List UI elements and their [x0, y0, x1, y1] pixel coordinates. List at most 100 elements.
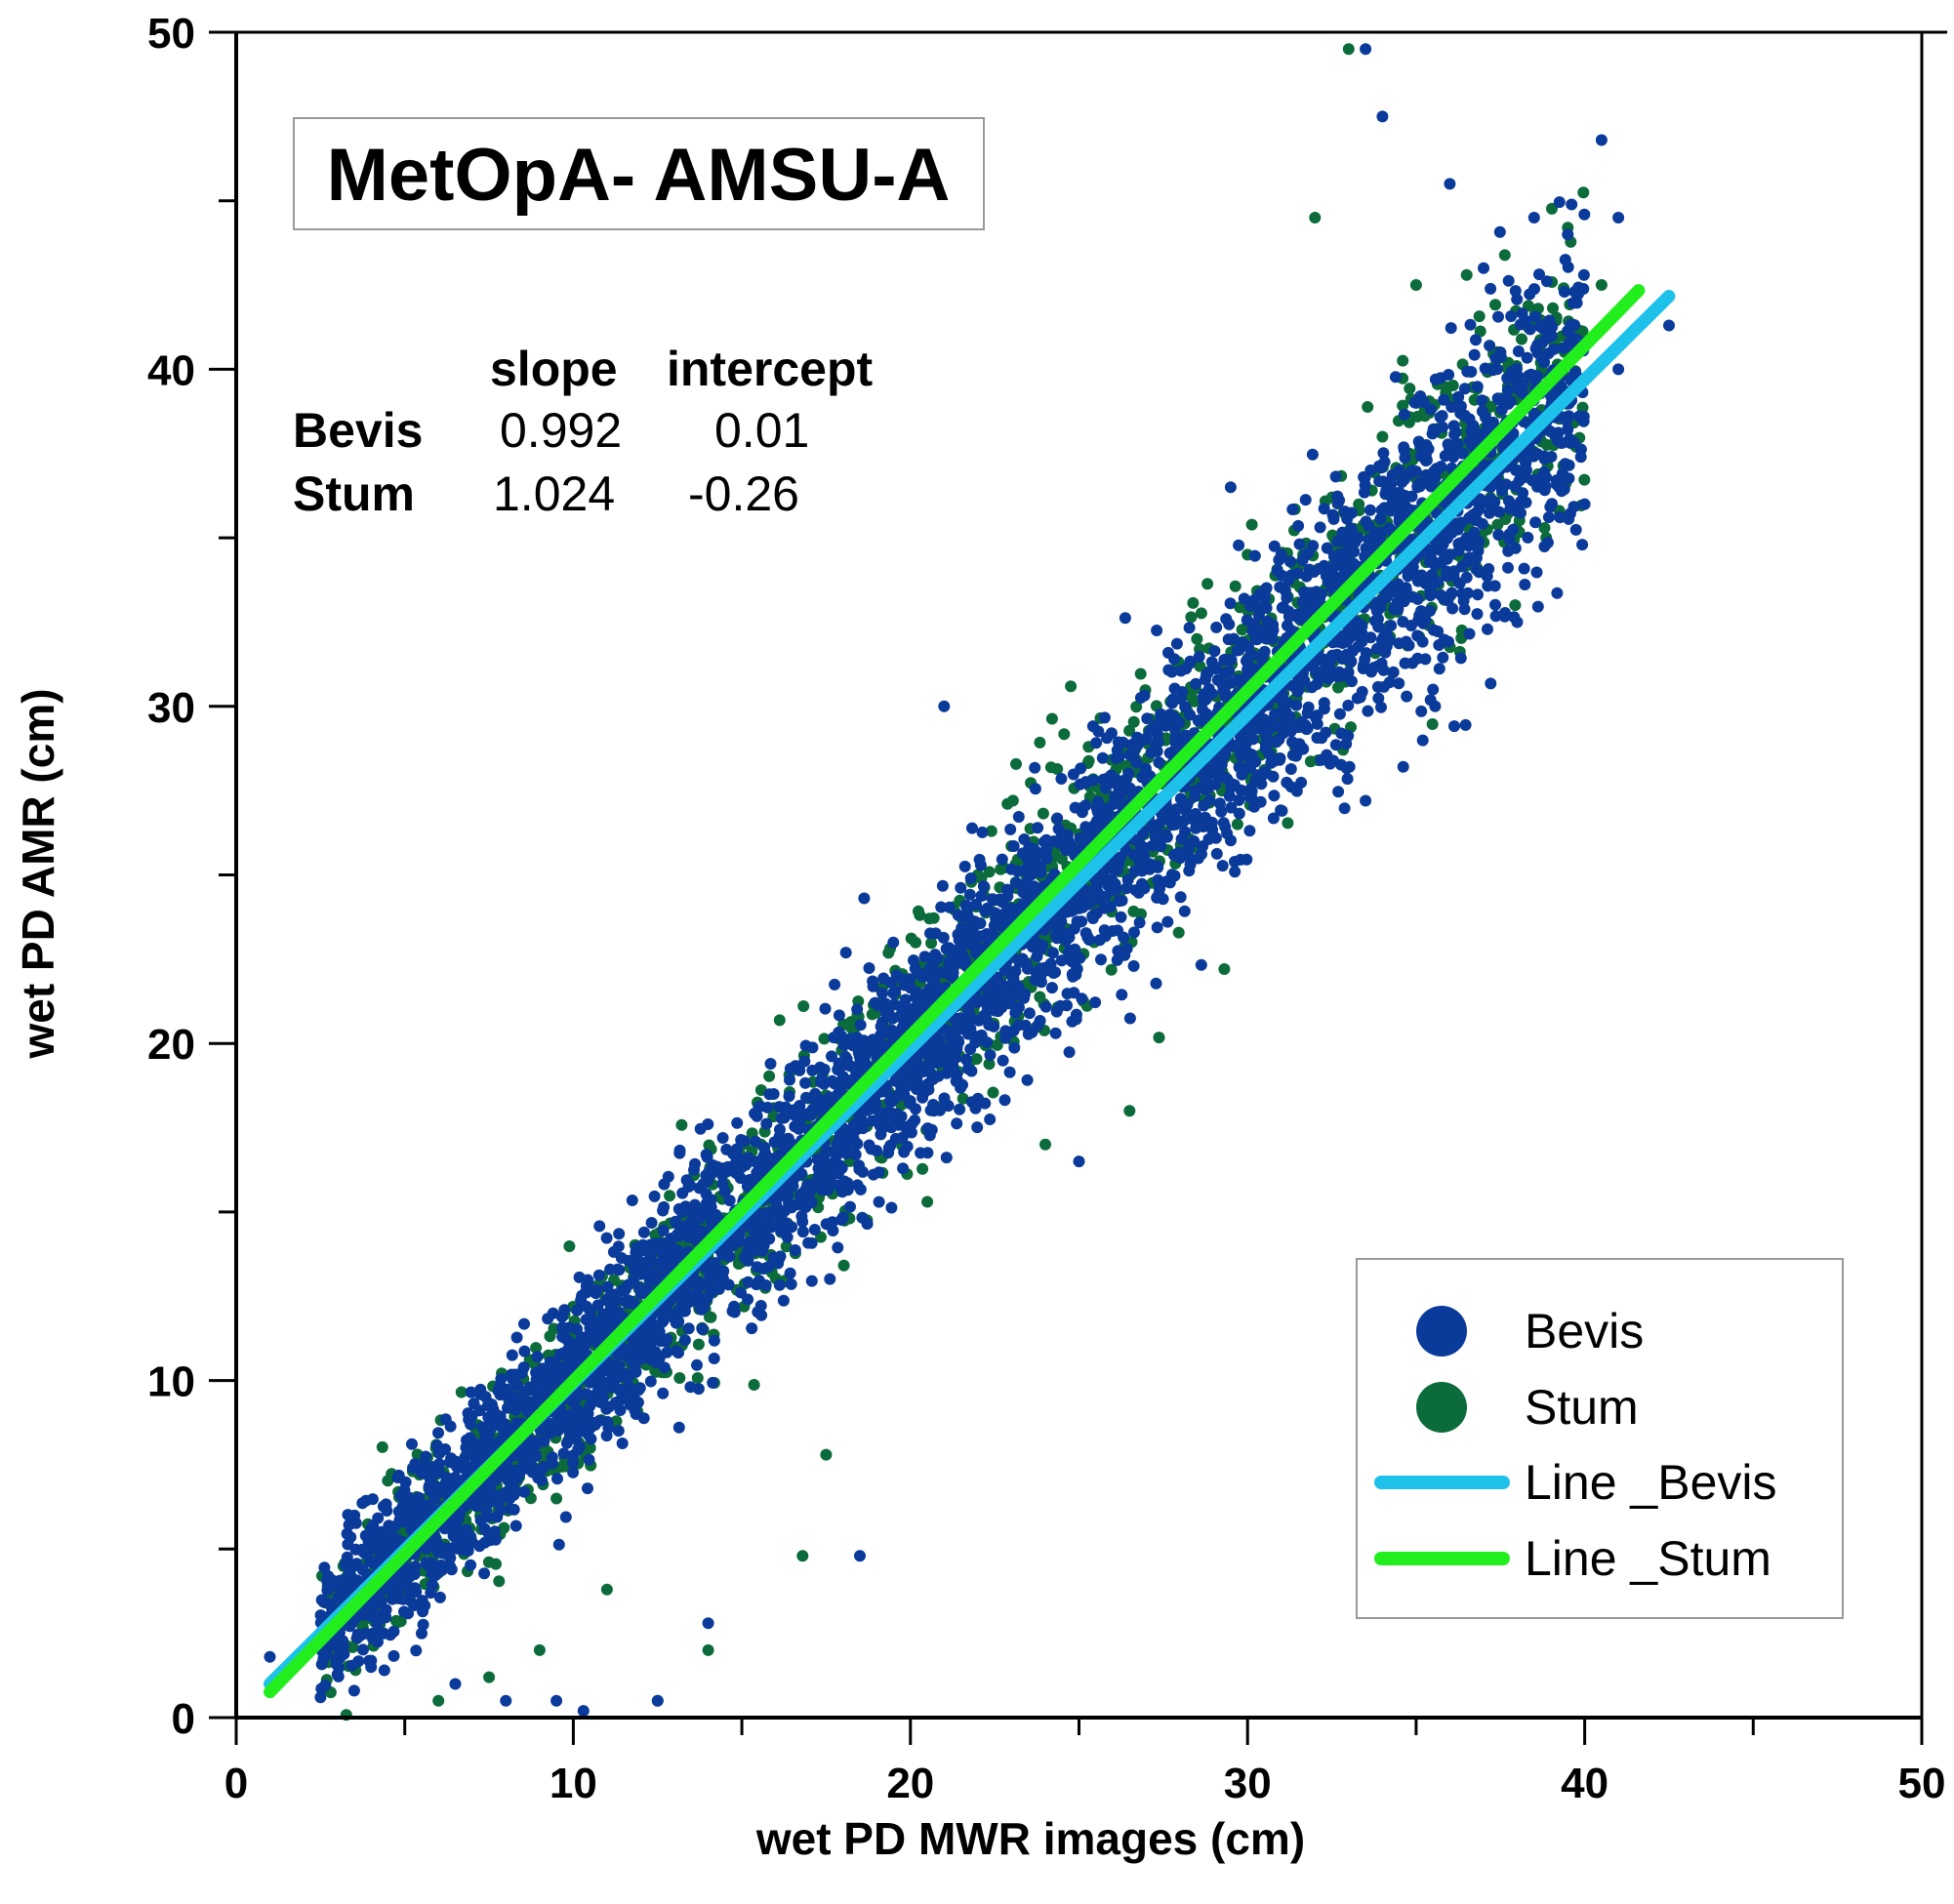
- point-bevis: [1290, 699, 1303, 711]
- point-stum: [1172, 926, 1185, 939]
- point-bevis: [908, 954, 919, 966]
- point-bevis: [1192, 714, 1204, 727]
- point-bevis: [1458, 383, 1471, 395]
- point-bevis: [1566, 198, 1578, 211]
- point-bevis: [1472, 545, 1485, 557]
- point-bevis: [403, 1571, 416, 1584]
- point-bevis: [1086, 910, 1099, 922]
- point-bevis: [723, 1195, 736, 1207]
- point-bevis: [1433, 639, 1445, 651]
- point-bevis: [614, 1404, 627, 1416]
- point-bevis: [1358, 486, 1370, 499]
- point-bevis: [661, 1333, 673, 1346]
- point-bevis: [1342, 666, 1355, 678]
- point-bevis: [1424, 589, 1437, 602]
- point-stum: [1195, 607, 1207, 620]
- point-bevis: [1483, 563, 1495, 575]
- point-stum: [913, 905, 924, 917]
- point-stum: [382, 1475, 394, 1487]
- point-bevis: [884, 1139, 897, 1152]
- point-bevis: [1362, 705, 1374, 717]
- point-stum: [530, 1342, 543, 1355]
- point-bevis: [1256, 649, 1269, 661]
- point-bevis: [1445, 548, 1457, 561]
- point-stum: [957, 1092, 969, 1105]
- point-bevis: [869, 996, 881, 1009]
- point-bevis: [417, 1618, 429, 1631]
- point-bevis: [1482, 623, 1493, 635]
- point-bevis: [784, 1063, 796, 1074]
- point-stum: [432, 1694, 445, 1707]
- point-stum: [1576, 401, 1589, 414]
- point-bevis: [1329, 470, 1342, 483]
- point-bevis: [557, 1447, 570, 1460]
- point-stum: [1127, 905, 1140, 917]
- point-bevis: [1374, 512, 1387, 525]
- point-bevis: [523, 1381, 536, 1394]
- point-stum: [1037, 807, 1049, 820]
- point-bevis: [1341, 773, 1354, 786]
- point-bevis: [885, 1201, 898, 1214]
- point-bevis: [1577, 415, 1590, 427]
- point-bevis: [1284, 763, 1297, 775]
- point-bevis: [846, 1074, 859, 1086]
- point-stum: [1546, 202, 1558, 215]
- point-bevis: [849, 1149, 862, 1161]
- point-bevis: [1141, 712, 1154, 725]
- point-stum: [1595, 279, 1608, 291]
- point-bevis: [1320, 726, 1332, 739]
- point-bevis: [1267, 812, 1280, 825]
- point-bevis: [708, 1334, 720, 1347]
- point-bevis: [1098, 711, 1111, 724]
- point-bevis: [1502, 495, 1515, 507]
- point-bevis: [508, 1503, 520, 1516]
- point-bevis: [851, 1003, 864, 1016]
- point-bevis: [1569, 523, 1582, 536]
- point-bevis: [1345, 655, 1358, 668]
- point-bevis: [1502, 545, 1515, 557]
- point-bevis: [495, 1372, 508, 1385]
- point-bevis: [1029, 783, 1041, 795]
- point-bevis: [1063, 1046, 1076, 1059]
- point-stum: [1362, 401, 1374, 413]
- point-bevis: [1168, 653, 1181, 666]
- point-bevis: [704, 1208, 716, 1221]
- point-bevis: [1437, 651, 1449, 664]
- point-bevis: [696, 1322, 709, 1335]
- point-bevis: [1170, 637, 1183, 650]
- point-stum: [1516, 333, 1527, 345]
- point-bevis: [1498, 610, 1511, 623]
- point-bevis: [1504, 395, 1517, 408]
- point-bevis: [867, 975, 879, 988]
- point-stum: [692, 1338, 705, 1351]
- point-bevis: [1127, 959, 1140, 972]
- point-bevis: [838, 1146, 851, 1158]
- point-bevis: [1119, 612, 1131, 625]
- point-bevis: [1554, 510, 1566, 523]
- point-bevis: [1372, 692, 1385, 705]
- point-stum: [702, 1643, 714, 1656]
- point-bevis: [1216, 860, 1229, 872]
- point-bevis: [1332, 786, 1345, 798]
- point-stum: [927, 911, 940, 924]
- point-bevis: [1342, 699, 1355, 711]
- point-bevis: [547, 1457, 558, 1470]
- point-bevis: [1503, 533, 1516, 546]
- point-bevis: [958, 860, 971, 872]
- point-bevis: [839, 947, 852, 959]
- point-bevis: [1489, 598, 1501, 611]
- point-bevis: [1562, 424, 1574, 436]
- point-bevis: [1370, 596, 1383, 609]
- point-bevis: [567, 1466, 580, 1479]
- point-bevis: [1032, 822, 1044, 834]
- point-bevis: [409, 1560, 422, 1573]
- point-stum: [483, 1671, 496, 1683]
- point-bevis: [775, 1112, 788, 1124]
- point-bevis: [433, 1591, 446, 1603]
- point-bevis: [984, 1114, 997, 1125]
- point-bevis: [1562, 261, 1574, 273]
- point-stum: [1045, 712, 1058, 725]
- point-bevis: [398, 1605, 410, 1618]
- point-bevis: [573, 1271, 586, 1283]
- point-stum: [1577, 186, 1590, 199]
